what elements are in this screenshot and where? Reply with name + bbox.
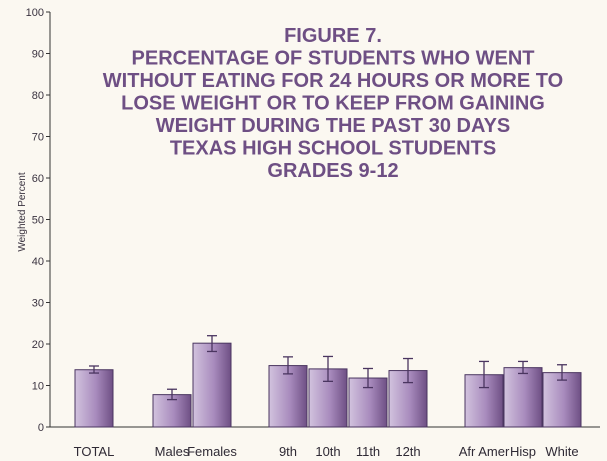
y-tick-label: 10 xyxy=(32,381,44,393)
x-tick-label: Afr Amer xyxy=(459,444,510,459)
y-tick-label: 60 xyxy=(32,173,44,185)
y-tick-label: 40 xyxy=(32,256,44,268)
bar xyxy=(503,367,543,428)
bar xyxy=(152,394,192,428)
x-tick-label: 9th xyxy=(279,444,297,459)
y-axis-label: Weighted Percent xyxy=(17,172,28,252)
bar xyxy=(268,365,308,428)
x-tick-label: Males xyxy=(155,444,190,459)
x-tick-label: TOTAL xyxy=(74,444,115,459)
y-tick-label: 30 xyxy=(32,298,44,310)
chart-title: FIGURE 7.PERCENTAGE OF STUDENTS WHO WENT… xyxy=(103,25,563,182)
y-tick-label: 80 xyxy=(32,90,44,102)
title-line-2: PERCENTAGE OF STUDENTS WHO WENT xyxy=(132,48,535,70)
x-tick-label: 12th xyxy=(395,444,420,459)
y-tick-label: 20 xyxy=(32,339,44,351)
title-line-4: LOSE WEIGHT OR TO KEEP FROM GAINING xyxy=(121,93,545,115)
bar xyxy=(192,342,232,428)
y-tick-label: 70 xyxy=(32,132,44,144)
y-tick-label: 100 xyxy=(26,7,44,19)
axes: 0 10 20 30 40 50 60 70 80 90 100 xyxy=(26,7,600,434)
title-line-5: WEIGHT DURING THE PAST 30 DAYS xyxy=(156,115,511,137)
title-line-3: WITHOUT EATING FOR 24 HOURS OR MORE TO xyxy=(103,70,563,92)
title-line-6: TEXAS HIGH SCHOOL STUDENTS xyxy=(170,138,496,160)
x-tick-label: Hisp xyxy=(510,444,536,459)
title-line-7: GRADES 9-12 xyxy=(267,160,398,182)
title-line-1: FIGURE 7. xyxy=(284,25,382,47)
x-tick-label: White xyxy=(545,444,578,459)
y-tick-label: 50 xyxy=(32,215,44,227)
x-tick-label: Females xyxy=(187,444,237,459)
bars xyxy=(74,335,582,428)
y-tick-label: 90 xyxy=(32,49,44,61)
y-tick-label: 0 xyxy=(38,422,44,434)
bar xyxy=(74,369,114,428)
x-tick-label: 11th xyxy=(356,444,380,459)
bar xyxy=(542,372,582,428)
x-tick-label: 10th xyxy=(315,444,340,459)
